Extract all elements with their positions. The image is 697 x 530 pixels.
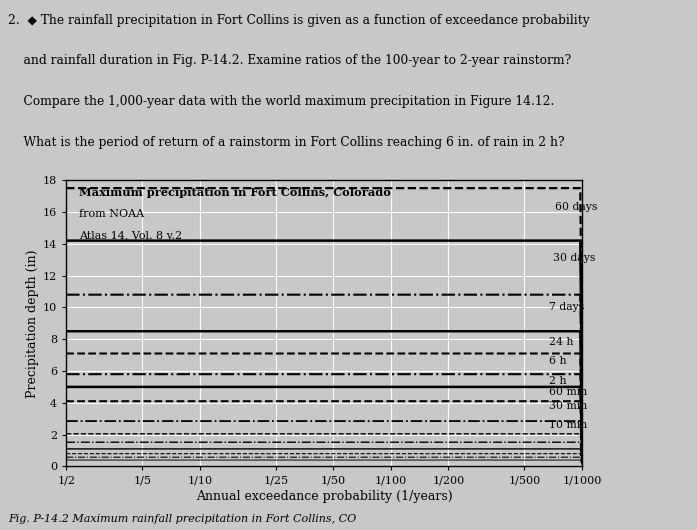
Text: 60 min: 60 min [549,387,588,398]
Text: 60 days: 60 days [555,202,597,212]
Text: Compare the 1,000-year data with the world maximum precipitation in Figure 14.12: Compare the 1,000-year data with the wor… [8,95,555,108]
Y-axis label: Precipitation depth (in): Precipitation depth (in) [26,249,39,398]
Text: from NOAA: from NOAA [79,209,144,219]
Text: Fig. P-14.2 Maximum rainfall precipitation in Fort Collins, CO: Fig. P-14.2 Maximum rainfall precipitati… [8,514,357,524]
Text: 30 min: 30 min [549,401,588,411]
Text: 6 h: 6 h [549,357,567,366]
Text: and rainfall duration in Fig. P-14.2. Examine ratios of the 100-year to 2-year r: and rainfall duration in Fig. P-14.2. Ex… [8,54,572,67]
Text: 24 h: 24 h [549,337,574,347]
X-axis label: Annual exceedance probability (1/years): Annual exceedance probability (1/years) [196,490,452,502]
Text: 10 min: 10 min [549,420,588,430]
Text: 7 days: 7 days [549,303,584,312]
Text: 2 h: 2 h [549,376,567,386]
Text: 30 days: 30 days [553,253,595,263]
Text: Maximum precipitation in Fort Collins, Colorado: Maximum precipitation in Fort Collins, C… [79,188,391,198]
Text: Atlas 14, Vol. 8 v.2: Atlas 14, Vol. 8 v.2 [79,230,182,240]
Text: 2.  ◆ The rainfall precipitation in Fort Collins is given as a function of excee: 2. ◆ The rainfall precipitation in Fort … [8,14,590,26]
Text: What is the period of return of a rainstorm in Fort Collins reaching 6 in. of ra: What is the period of return of a rainst… [8,136,565,149]
